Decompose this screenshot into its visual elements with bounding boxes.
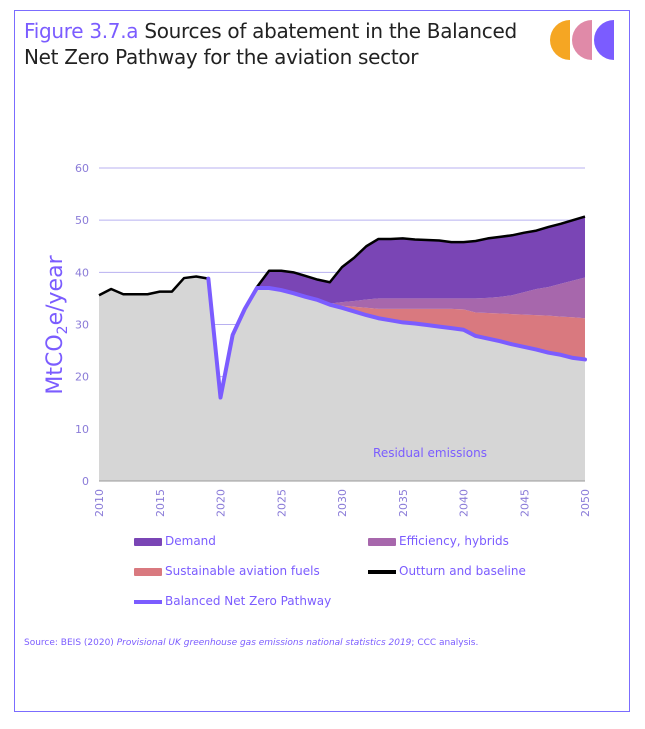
ccc-logo <box>550 20 614 60</box>
logo-mark-1 <box>550 20 570 60</box>
x-tick-label-2035: 2035 <box>397 489 410 517</box>
legend-swatch <box>368 537 396 546</box>
line-series <box>98 215 587 400</box>
x-tick-label-2015: 2015 <box>154 489 167 517</box>
source-title: Provisional UK greenhouse gas emissions … <box>116 638 412 648</box>
legend-label: Efficiency, hybrids <box>399 534 509 548</box>
legend-item-efficiency-hybrids: Efficiency, hybrids <box>368 532 509 550</box>
demand-area <box>256 216 585 304</box>
source-suffix: ; CCC analysis. <box>411 638 479 648</box>
efficiency-hybrids-area <box>256 277 585 319</box>
balanced-net-zero-pathway-line <box>206 276 587 400</box>
y-tick-label-60: 60 <box>75 162 89 175</box>
legend-item-balanced-net-zero-pathway: Balanced Net Zero Pathway <box>134 592 331 610</box>
logo-mark-2 <box>572 20 592 60</box>
y-tick-label-0: 0 <box>82 475 89 488</box>
source-note: Source: BEIS (2020) Provisional UK green… <box>24 638 614 648</box>
legend-item-sustainable-aviation-fuels: Sustainable aviation fuels <box>134 562 320 580</box>
figure-title-text: Sources of abatement in the Balanced Net… <box>24 19 517 69</box>
legend-label: Demand <box>165 534 216 548</box>
y-tick-label-20: 20 <box>75 371 89 384</box>
legend-swatch <box>134 567 162 576</box>
source-prefix: Source: BEIS (2020) <box>24 638 117 648</box>
residual-emissions-label: Residual emissions <box>373 446 487 460</box>
logo-mark-3 <box>594 20 614 60</box>
residual-emissions-area <box>99 276 585 481</box>
x-tick-label-2040: 2040 <box>458 489 471 517</box>
y-tick-label-40: 40 <box>75 266 89 279</box>
x-tick-label-2030: 2030 <box>336 489 349 517</box>
legend-swatch <box>368 569 396 574</box>
y-tick-label-30: 30 <box>75 319 89 332</box>
legend-item-outturn-and-baseline: Outturn and baseline <box>368 562 526 580</box>
area-series <box>99 216 585 481</box>
legend-label: Sustainable aviation fuels <box>165 564 320 578</box>
x-tick-label-2025: 2025 <box>275 489 288 517</box>
legend-item-demand: Demand <box>134 532 216 550</box>
legend-swatch <box>134 537 162 546</box>
outturn-baseline-line <box>98 215 586 399</box>
x-tick-label-2045: 2045 <box>518 489 531 517</box>
y-tick-label-50: 50 <box>75 214 89 227</box>
legend-swatch <box>134 599 162 604</box>
y-axis-label: MtCO2e/year <box>43 254 71 394</box>
legend-label: Balanced Net Zero Pathway <box>165 594 332 608</box>
x-tick-label-2050: 2050 <box>579 489 592 517</box>
x-tick-label-2010: 2010 <box>93 489 106 517</box>
legend-label: Outturn and baseline <box>399 564 526 578</box>
x-tick-label-2020: 2020 <box>215 489 228 517</box>
figure-title: Figure 3.7.a Sources of abatement in the… <box>24 18 524 70</box>
y-tick-label-10: 10 <box>75 423 89 436</box>
figure-number: Figure 3.7.a <box>24 19 139 43</box>
